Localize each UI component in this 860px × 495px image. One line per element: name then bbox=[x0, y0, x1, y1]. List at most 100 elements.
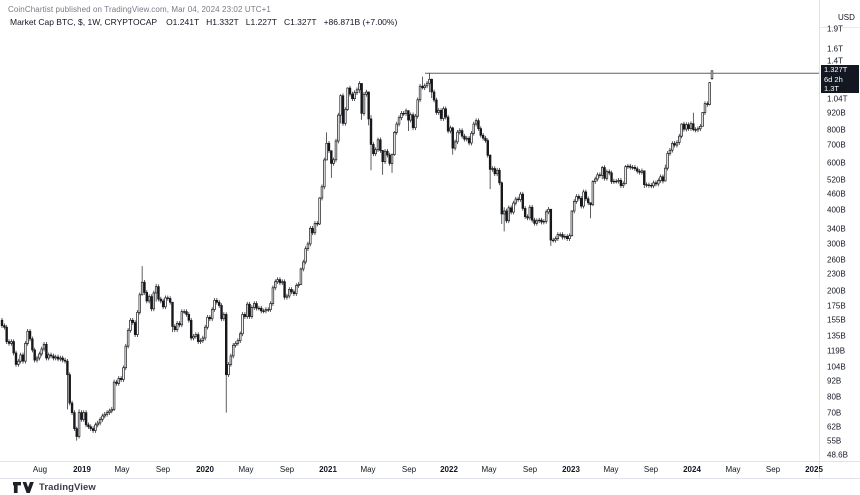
time-tick-month: May bbox=[725, 465, 741, 474]
candle-body bbox=[474, 120, 478, 125]
candle-body bbox=[495, 169, 499, 175]
candle-body bbox=[119, 378, 123, 380]
candle-body bbox=[98, 419, 102, 424]
candle-body bbox=[689, 123, 693, 129]
time-tick-year: 2023 bbox=[562, 465, 580, 474]
candle-body bbox=[601, 167, 604, 176]
symbol-title[interactable]: Market Cap BTC, $, 1W, CRYPTOCAP bbox=[10, 17, 158, 27]
candle-body bbox=[318, 197, 321, 225]
price-tick-label: 920B bbox=[827, 108, 846, 118]
candle-body bbox=[706, 103, 709, 105]
candle-body bbox=[514, 198, 518, 204]
candle-body bbox=[701, 112, 704, 127]
candle-body bbox=[208, 316, 212, 320]
candle-body bbox=[253, 303, 256, 308]
candle-body bbox=[467, 137, 471, 144]
candle-body bbox=[568, 235, 571, 239]
candle-body bbox=[26, 330, 29, 344]
candle-body bbox=[173, 326, 177, 330]
candle-body bbox=[283, 281, 286, 298]
candle-body bbox=[561, 234, 564, 238]
candle-body bbox=[362, 93, 366, 114]
publish-attribution: CoinChartist published on TradingView.co… bbox=[8, 5, 271, 14]
candle-body bbox=[549, 208, 553, 241]
candle-body bbox=[178, 322, 181, 326]
candle-body bbox=[248, 303, 251, 317]
candle-body bbox=[196, 334, 200, 342]
candle-body bbox=[82, 412, 85, 420]
candle-body bbox=[262, 310, 265, 312]
time-tick-year: 2021 bbox=[319, 465, 337, 474]
candle-body bbox=[577, 196, 581, 199]
time-tick-month: May bbox=[238, 465, 254, 474]
candle-body bbox=[290, 289, 293, 293]
time-tick-month: May bbox=[603, 465, 619, 474]
candle-body bbox=[260, 307, 263, 312]
candle-body bbox=[521, 193, 525, 209]
candle-body bbox=[222, 314, 226, 320]
candle-body bbox=[659, 176, 662, 181]
tradingview-attribution[interactable]: TradingView bbox=[13, 481, 96, 494]
candle-body bbox=[84, 412, 88, 426]
candle-body bbox=[647, 184, 651, 186]
candle-body bbox=[108, 410, 111, 413]
legend-close-value: C1.327T bbox=[283, 17, 317, 27]
candle-body bbox=[143, 281, 146, 293]
candle-body bbox=[556, 234, 560, 239]
candle-body bbox=[645, 184, 648, 186]
price-tick-label: 1.6T bbox=[827, 44, 844, 54]
candle-body bbox=[654, 182, 658, 185]
candle-body bbox=[89, 426, 92, 429]
candle-body bbox=[316, 222, 319, 225]
candle-body bbox=[159, 298, 163, 302]
candle-body bbox=[185, 311, 188, 315]
candle-body bbox=[596, 174, 599, 180]
candle-body bbox=[3, 325, 6, 328]
candle-body bbox=[484, 137, 487, 141]
candle-body bbox=[28, 330, 32, 340]
candle-body bbox=[710, 70, 714, 79]
candle-body bbox=[166, 297, 170, 299]
price-tick-label: 104B bbox=[827, 362, 846, 372]
price-tick-label: 300B bbox=[827, 239, 846, 248]
candle-body bbox=[117, 378, 120, 384]
candle-body bbox=[491, 168, 494, 170]
candle-body bbox=[124, 345, 127, 369]
candle-body bbox=[612, 180, 616, 183]
candle-body bbox=[458, 130, 461, 133]
candle-body bbox=[250, 307, 254, 317]
candle-body bbox=[236, 340, 240, 344]
candle-body bbox=[388, 154, 391, 164]
candle-body bbox=[411, 114, 415, 129]
candle-body bbox=[341, 95, 345, 124]
candle-body bbox=[73, 412, 76, 429]
candle-body bbox=[243, 314, 247, 317]
time-tick-year: 2020 bbox=[196, 465, 214, 474]
horizontal-line-price-chip: 1.3T bbox=[821, 84, 859, 93]
candle-body bbox=[633, 167, 637, 170]
candle-body bbox=[75, 428, 78, 437]
candle-body bbox=[409, 114, 412, 121]
price-tick-label: 400B bbox=[827, 205, 846, 215]
candle-body bbox=[274, 281, 277, 289]
candle-body bbox=[372, 144, 375, 155]
candle-body bbox=[145, 292, 149, 302]
candle-body bbox=[320, 186, 324, 199]
candle-body bbox=[309, 227, 312, 245]
candle-body bbox=[666, 153, 669, 169]
chart-pane[interactable] bbox=[0, 0, 860, 478]
candle-body bbox=[140, 281, 144, 296]
candle-body bbox=[512, 202, 515, 213]
time-tick-year: 2024 bbox=[683, 465, 701, 474]
candle-body bbox=[103, 413, 106, 417]
time-scale[interactable]: Aug 2019 May Sep 2020 May Sep 2021 May Sep 2022 May… bbox=[0, 462, 823, 478]
candle-body bbox=[288, 289, 291, 297]
candle-body bbox=[232, 344, 235, 357]
candle-body bbox=[657, 180, 660, 185]
candle-body bbox=[652, 182, 655, 187]
candle-body bbox=[292, 291, 296, 294]
candle-body bbox=[638, 170, 641, 173]
candle-body bbox=[105, 412, 109, 415]
price-scale[interactable]: USD 1.9T 1.6T 1.4T 1.04T 920B 800B 700B 600B 520… bbox=[820, 0, 860, 461]
candle-body bbox=[523, 208, 527, 218]
